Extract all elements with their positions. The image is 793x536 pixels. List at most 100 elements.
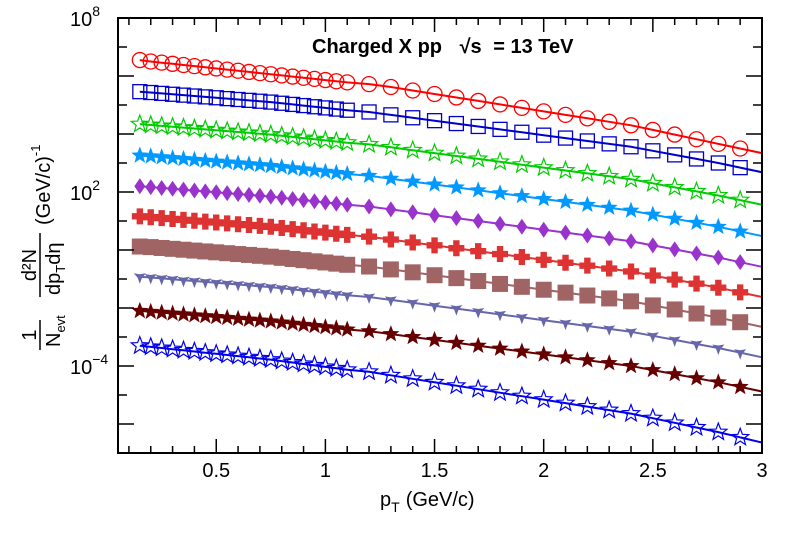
fit-line-ext [739,147,763,155]
data-point [221,185,233,202]
data-point [249,347,271,368]
data-point [402,139,423,159]
data-point [729,426,751,446]
data-point [598,399,620,419]
data-point [470,243,487,260]
data-point [129,335,151,355]
data-point [644,205,662,222]
fit-line [139,59,741,150]
data-point [273,313,291,330]
y-title-d2n: d²N [19,249,41,281]
data-point [230,91,246,108]
data-point [293,127,314,147]
data-point [709,373,727,390]
data-point [164,149,182,166]
y-title-unit-exp: -1 [28,145,43,157]
data-point [174,305,193,322]
data-point [601,136,617,152]
x-axis-title: pT (GeV/c) [380,489,475,515]
data-point [316,162,334,179]
data-point [363,293,376,304]
data-point [316,318,334,335]
data-point [515,313,528,325]
data-point [380,136,402,156]
data-point [242,281,255,293]
data-point [426,175,444,192]
data-point [339,102,355,118]
data-point [360,75,378,93]
data-point [271,350,292,370]
data-point [467,148,489,168]
data-point [188,277,201,288]
data-point [262,312,280,329]
data-point [688,305,705,322]
x-tick-label: 1.5 [421,460,449,482]
fit-line [139,90,741,169]
data-point [197,213,214,230]
data-point [535,281,552,298]
data-point [338,165,356,182]
data-point [153,54,170,71]
data-point [731,222,749,239]
data-point [538,221,550,238]
data-point [195,341,216,362]
data-point [579,257,596,274]
data-point [206,119,227,139]
data-point [620,168,642,188]
data-point [642,172,664,193]
data-point [262,218,279,235]
data-point [304,354,325,375]
data-point [361,258,378,275]
data-point [210,279,223,290]
data-point [557,130,574,146]
data-point [232,186,244,203]
data-point [360,166,378,183]
data-point [691,245,703,262]
data-point [218,153,236,170]
data-point [151,115,172,135]
data-point [644,267,661,284]
data-point [219,61,236,78]
data-point [132,84,148,100]
data-point [513,342,531,359]
x-axis-title-sub: T [391,499,400,515]
data-point [273,158,291,175]
data-point [664,176,685,196]
chart-title-suffix: = 13 TeV [493,36,574,58]
data-point [446,145,467,165]
data-point [535,345,553,362]
data-point [208,90,224,106]
data-point [448,270,465,287]
data-point [712,344,725,355]
y-title-dpt-main: dp [43,273,65,295]
data-point [306,223,323,240]
y-title-frac-den-sub: evt [53,315,68,333]
data-point [560,224,572,241]
data-point [361,104,377,120]
data-point [260,348,282,369]
data-point [360,322,378,339]
y-tick-label: 102 [70,177,100,205]
data-point [577,395,598,416]
data-point [600,354,618,371]
data-point [533,388,554,409]
data-point [145,179,157,196]
data-point [688,131,705,148]
data-point [426,267,443,284]
data-point [581,227,593,244]
y-title-dpt: dpTdη [43,243,68,295]
data-point [341,291,354,303]
data-point [734,349,747,360]
data-point [197,89,213,105]
data-point [306,99,323,115]
data-point [166,275,179,287]
data-point [144,274,157,285]
series-1 [132,84,763,176]
data-point [326,357,347,377]
data-point [513,187,531,204]
data-point [251,156,269,173]
data-point [293,353,314,373]
data-point [667,147,683,163]
data-point [446,374,467,395]
series-7 [133,273,763,360]
